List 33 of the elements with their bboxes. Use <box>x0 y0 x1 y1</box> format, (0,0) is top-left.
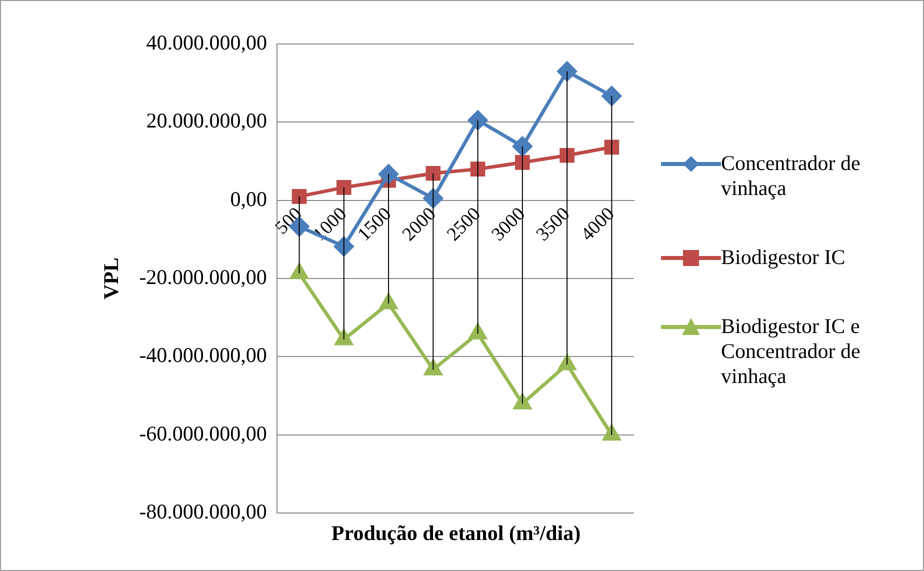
y-tick-label: -60.000.000,00 <box>139 421 267 446</box>
point <box>426 166 441 181</box>
point <box>335 330 353 346</box>
point <box>469 324 486 340</box>
point <box>603 425 620 441</box>
x-tick-label: 4000 <box>577 204 619 246</box>
point <box>558 354 576 370</box>
point <box>290 264 308 280</box>
point <box>604 140 620 155</box>
y-tick-label: -40.000.000,00 <box>139 343 267 368</box>
point <box>602 86 622 106</box>
point <box>470 162 486 176</box>
point <box>378 164 398 184</box>
point <box>424 360 442 376</box>
point <box>514 394 532 410</box>
legend-label: Biodigestor IC <box>721 245 846 270</box>
legend-label: Biodigestor IC e Concentrador de vinhaça <box>721 314 862 389</box>
y-tick-label: 40.000.000,00 <box>146 30 267 55</box>
x-axis-title: Produção de etanol (m³/dia) <box>330 521 582 546</box>
point <box>515 155 530 170</box>
legend-label: Concentrador de vinhaça <box>721 151 862 201</box>
y-axis-title: VPL <box>99 258 124 300</box>
point <box>380 294 398 310</box>
point <box>292 189 307 204</box>
point <box>512 136 532 156</box>
point <box>336 180 352 195</box>
y-tick-label: -80.000.000,00 <box>139 500 267 524</box>
point <box>560 148 574 163</box>
y-tick-label: -20.000.000,00 <box>139 265 267 290</box>
y-tick-label: 0,00 <box>230 186 267 211</box>
point <box>468 110 488 130</box>
point <box>557 62 577 82</box>
y-tick-label: 20.000.000,00 <box>146 108 267 133</box>
